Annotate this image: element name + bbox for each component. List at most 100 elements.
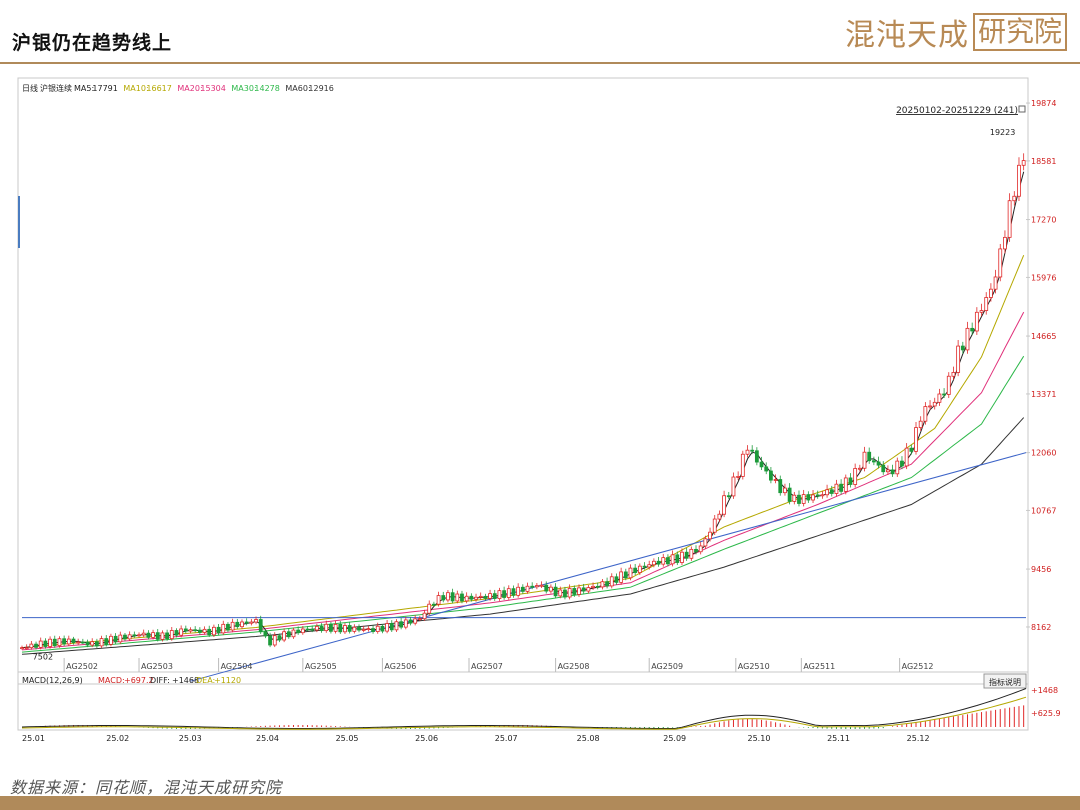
contract-label: AG2505: [305, 662, 337, 671]
candle-body: [333, 624, 338, 632]
price-axis: 19874 18581 17270 15976 14665 13371 12060 10767…: [1031, 99, 1056, 632]
contract-label: AG2511: [803, 662, 835, 671]
candle-body: [94, 641, 99, 647]
candle-body: [99, 638, 104, 647]
date-axis-label: 25.01: [22, 734, 45, 743]
ma-legend-name: MA5:: [74, 84, 94, 93]
candle-body: [708, 531, 712, 540]
candle-body: [680, 551, 684, 563]
candle-body: [525, 585, 530, 592]
candle-body: [661, 557, 666, 565]
candle-body: [581, 587, 586, 592]
ma-legend: MA5:17791 MA10:16617 MA20:15304 MA30:14278 M…: [74, 84, 334, 93]
candle-body: [408, 619, 413, 624]
candle-body: [1007, 200, 1012, 238]
candle-body: [647, 564, 652, 568]
dea-key: DEA:: [196, 676, 215, 685]
candle-body: [450, 592, 455, 602]
candle-body: [769, 470, 773, 481]
macd-axis-top: +1468: [1031, 686, 1058, 695]
candle-body: [380, 625, 385, 632]
price-tick-label: 18581: [1031, 157, 1056, 166]
candle-body: [801, 494, 806, 504]
candle-body: [862, 451, 867, 469]
candle-body: [137, 634, 141, 637]
candle-body: [34, 643, 38, 648]
candle-body: [109, 635, 113, 645]
candle-body: [188, 629, 193, 632]
candle-body: [71, 638, 76, 643]
candle-body: [740, 453, 745, 477]
candle-body: [520, 586, 525, 592]
candle-body: [614, 576, 619, 583]
candle-body: [670, 554, 675, 565]
candle-body: [731, 476, 736, 497]
candle-body: [474, 596, 478, 600]
candle-body: [563, 589, 567, 598]
candle-body: [497, 590, 502, 599]
candle-body: [942, 393, 946, 396]
candle-body: [960, 345, 965, 351]
candle-body: [530, 585, 535, 588]
price-tick-label: 17270: [1031, 216, 1056, 225]
candle-body: [946, 375, 951, 395]
ma-legend-value: 15304: [200, 84, 225, 93]
candle-body: [956, 345, 961, 373]
date-axis-label: 25.06: [415, 734, 438, 743]
candle-body: [394, 621, 399, 631]
candle-body: [338, 624, 343, 633]
high-price-label: 19223: [990, 128, 1015, 137]
candle-body: [511, 588, 516, 596]
contract-label: AG2503: [141, 662, 173, 671]
data-source: 数据来源：同花顺，混沌天成研究院: [10, 778, 283, 797]
candle-body: [829, 489, 834, 494]
candle-body: [516, 586, 521, 596]
candle-body: [806, 494, 811, 501]
candle-body: [104, 638, 109, 645]
candle-body: [314, 626, 319, 631]
ma-legend-value: 16617: [146, 84, 171, 93]
candle-body: [123, 634, 127, 640]
candle-body: [811, 494, 815, 501]
candle-body: [366, 628, 371, 630]
candle-body: [357, 626, 361, 631]
candle-body: [979, 310, 984, 313]
contract-labels: AG2502 AG2503 AG2504 AG2505 AG2506 AG2507 AG25…: [63, 658, 934, 672]
candle-body: [488, 593, 492, 599]
lock-icon[interactable]: [1018, 105, 1026, 113]
candle-body: [820, 494, 825, 497]
ma-legend-name: MA10:: [123, 84, 148, 93]
candle-body: [595, 585, 600, 588]
candle-body: [361, 629, 366, 631]
candle-body: [843, 477, 848, 492]
candle-body: [254, 619, 258, 623]
candle-body: [132, 634, 137, 637]
chart-frame: [17, 77, 1029, 731]
candle-body: [572, 588, 577, 595]
candle-body: [141, 632, 146, 636]
date-axis-label: 25.03: [179, 734, 202, 743]
candle-body: [436, 595, 441, 605]
candle-body: [544, 584, 549, 592]
candle-body: [886, 469, 890, 473]
candle-body: [773, 479, 778, 481]
candle-body: [277, 635, 282, 641]
candle-body: [839, 483, 844, 492]
candle-body: [937, 393, 942, 403]
price-tick-label: 8162: [1031, 623, 1051, 632]
candle-body: [216, 626, 221, 634]
indicator-help-button[interactable]: [983, 673, 1027, 689]
candle-body: [165, 632, 170, 640]
candle-body: [291, 629, 296, 638]
candle-body: [984, 297, 989, 311]
candle-body: [492, 593, 497, 599]
candle-body: [193, 629, 198, 632]
left-scroll-marker[interactable]: [18, 196, 20, 248]
candle-body: [586, 587, 591, 592]
candle-body: [244, 621, 249, 624]
candle-body: [900, 460, 904, 467]
candle-body: [1017, 164, 1021, 197]
candle-body: [717, 513, 722, 520]
candle-body: [928, 405, 932, 408]
candle-body: [300, 628, 305, 634]
